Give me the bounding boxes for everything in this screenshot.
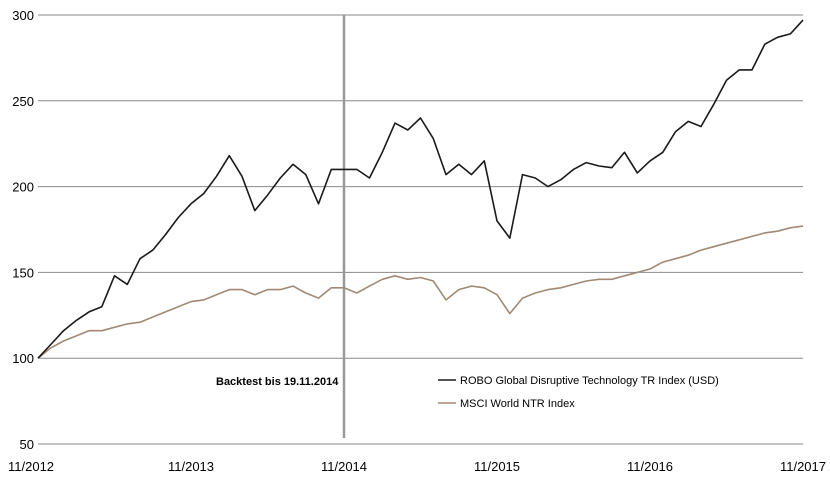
y-axis-ticks: 50 100 150 200 250 300 (12, 8, 34, 452)
gridlines (38, 14, 803, 445)
y-tick-label: 100 (12, 351, 34, 366)
y-tick-label: 200 (12, 180, 34, 195)
series-lines (37, 19, 804, 359)
x-tick-label: 11/2017 (780, 459, 826, 474)
x-tick-label: 11/2013 (168, 459, 214, 474)
series-line-1 (37, 225, 804, 359)
series-line-0 (37, 19, 804, 359)
legend: ROBO Global Disruptive Technology TR Ind… (438, 375, 719, 410)
x-axis-ticks: 11/2012 11/2013 11/2014 11/2015 11/2016 11/20… (8, 459, 826, 474)
backtest-annotation: Backtest bis 19.11.2014 (216, 376, 339, 388)
y-tick-label: 300 (12, 8, 34, 23)
y-tick-label: 150 (12, 265, 34, 280)
legend-label-msci: MSCI World NTR Index (460, 398, 575, 410)
legend-label-robo: ROBO Global Disruptive Technology TR Ind… (460, 375, 719, 387)
x-tick-label: 11/2014 (321, 459, 367, 474)
x-tick-label: 11/2015 (474, 459, 520, 474)
x-tick-label: 11/2012 (8, 459, 54, 474)
y-tick-label: 250 (12, 94, 34, 109)
x-tick-label: 11/2016 (627, 459, 673, 474)
y-tick-label: 50 (20, 437, 34, 452)
